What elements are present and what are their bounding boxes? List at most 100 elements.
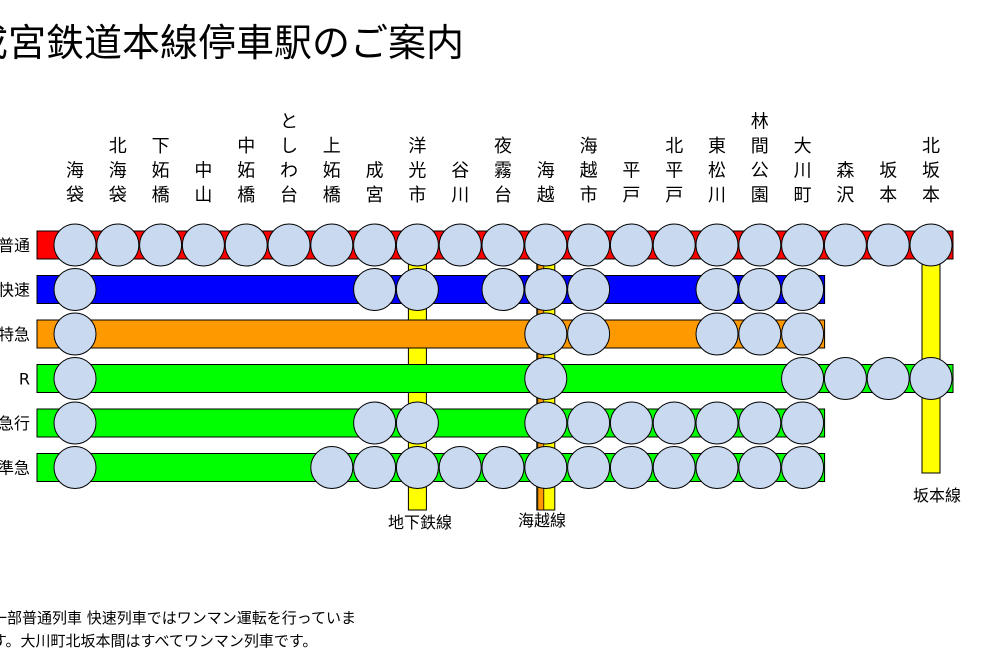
svg-text:北: 北 — [109, 136, 127, 157]
svg-text:宮: 宮 — [366, 185, 384, 206]
station-label: 上妬橋 — [323, 136, 341, 206]
station-label: 夜霧台 — [494, 136, 512, 206]
stop-marker — [781, 357, 825, 400]
svg-text:越: 越 — [580, 161, 598, 182]
stop-marker — [695, 446, 739, 489]
service-bars — [36, 230, 954, 482]
station-label: 成宮 — [366, 161, 384, 207]
connection-label: 海越線 — [518, 511, 566, 530]
stop-marker — [310, 223, 354, 267]
station-label: 北海袋 — [109, 136, 127, 206]
stop-marker — [567, 312, 611, 356]
stop-marker — [224, 223, 268, 267]
svg-text:光: 光 — [408, 161, 426, 182]
svg-text:妬: 妬 — [237, 161, 255, 182]
stop-marker — [652, 446, 696, 489]
stop-marker — [353, 446, 397, 489]
station-label: 北坂本 — [922, 136, 940, 206]
service-bar — [36, 319, 826, 349]
stop-marker — [823, 357, 867, 400]
station-label: 平戸 — [622, 161, 640, 207]
stop-marker — [609, 446, 653, 489]
stop-marker — [909, 357, 953, 400]
svg-text:越: 越 — [537, 185, 555, 206]
station-label: 海袋 — [66, 161, 84, 207]
station-labels: 海袋北海袋下妬橋中山中妬橋としわ台上妬橋成宮洋光市谷川夜霧台海越海越市平戸北平戸… — [66, 112, 940, 207]
stop-marker — [481, 446, 525, 489]
stop-marker — [695, 401, 739, 445]
stop-marker — [567, 446, 611, 489]
svg-text:町: 町 — [794, 185, 812, 206]
station-label: 中山 — [194, 161, 212, 207]
svg-text:坂: 坂 — [922, 161, 940, 182]
svg-text:し: し — [280, 136, 298, 157]
station-label: 大川町 — [794, 136, 812, 206]
stop-marker — [781, 446, 825, 489]
stop-marker — [481, 268, 525, 311]
stop-marker — [353, 401, 397, 445]
svg-text:市: 市 — [580, 185, 598, 206]
service-label: 急行 — [0, 414, 30, 433]
svg-text:中: 中 — [237, 136, 255, 157]
page-title: 成宮鉄道本線停車駅のご案内 — [0, 21, 465, 65]
svg-text:海: 海 — [66, 161, 84, 182]
stop-marker — [695, 268, 739, 311]
svg-text:間: 間 — [751, 136, 769, 157]
service-label: 成宮特急 — [0, 325, 30, 344]
station-label: 下妬橋 — [152, 136, 170, 206]
stop-marker — [652, 401, 696, 445]
stop-marker — [823, 223, 867, 267]
connection-label: 地下鉄線 — [388, 513, 452, 532]
svg-text:海: 海 — [109, 161, 127, 182]
svg-text:市: 市 — [408, 185, 426, 206]
svg-text:本: 本 — [879, 185, 897, 206]
stop-marker — [524, 357, 568, 400]
stop-marker — [567, 223, 611, 267]
svg-text:川: 川 — [794, 161, 812, 182]
svg-text:戸: 戸 — [665, 185, 683, 206]
svg-text:中: 中 — [194, 161, 212, 182]
stop-marker — [738, 401, 782, 445]
svg-text:橋: 橋 — [323, 185, 341, 206]
stop-marker — [781, 268, 825, 311]
station-label: 谷川 — [451, 161, 469, 207]
station-label: 森沢 — [836, 161, 854, 207]
svg-text:北: 北 — [665, 136, 683, 157]
stop-marker — [866, 357, 910, 400]
stop-marker — [524, 446, 568, 489]
svg-text:海: 海 — [580, 136, 598, 157]
stop-marker — [481, 223, 525, 267]
stop-marker — [96, 223, 140, 267]
svg-text:台: 台 — [494, 185, 512, 206]
stop-marker — [310, 446, 354, 489]
svg-text:山: 山 — [194, 185, 212, 206]
svg-text:成: 成 — [366, 161, 384, 182]
stop-marker — [181, 223, 225, 267]
svg-text:坂: 坂 — [879, 161, 897, 182]
stop-marker — [781, 312, 825, 356]
svg-text:橋: 橋 — [237, 185, 255, 206]
stop-marker — [53, 357, 97, 400]
stop-marker — [267, 223, 311, 267]
station-label: 海越市 — [580, 136, 598, 206]
stop-marker — [438, 446, 482, 489]
stop-marker — [866, 223, 910, 267]
stop-marker — [781, 223, 825, 267]
svg-text:袋: 袋 — [109, 185, 127, 206]
stop-marker — [524, 312, 568, 356]
svg-text:林: 林 — [751, 112, 769, 133]
stop-marker — [395, 268, 439, 311]
svg-text:妬: 妬 — [152, 161, 170, 182]
stop-marker — [53, 268, 97, 311]
stop-marker — [53, 446, 97, 489]
service-label: R — [19, 370, 30, 389]
station-label: 中妬橋 — [237, 136, 255, 206]
stop-marker — [567, 268, 611, 311]
stop-marker — [695, 312, 739, 356]
svg-text:東: 東 — [708, 136, 726, 157]
stop-marker — [524, 268, 568, 311]
service-label: 普通 — [0, 236, 30, 255]
svg-text:海: 海 — [537, 161, 555, 182]
stop-marker — [738, 268, 782, 311]
